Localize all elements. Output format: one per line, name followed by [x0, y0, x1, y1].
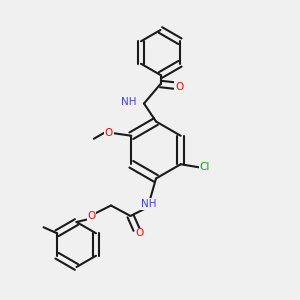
- Text: NH: NH: [141, 199, 156, 209]
- Text: NH: NH: [121, 97, 136, 107]
- Text: O: O: [175, 82, 184, 92]
- Text: O: O: [135, 228, 144, 239]
- Text: O: O: [105, 128, 113, 138]
- Text: O: O: [87, 211, 96, 221]
- Text: Cl: Cl: [200, 162, 210, 172]
